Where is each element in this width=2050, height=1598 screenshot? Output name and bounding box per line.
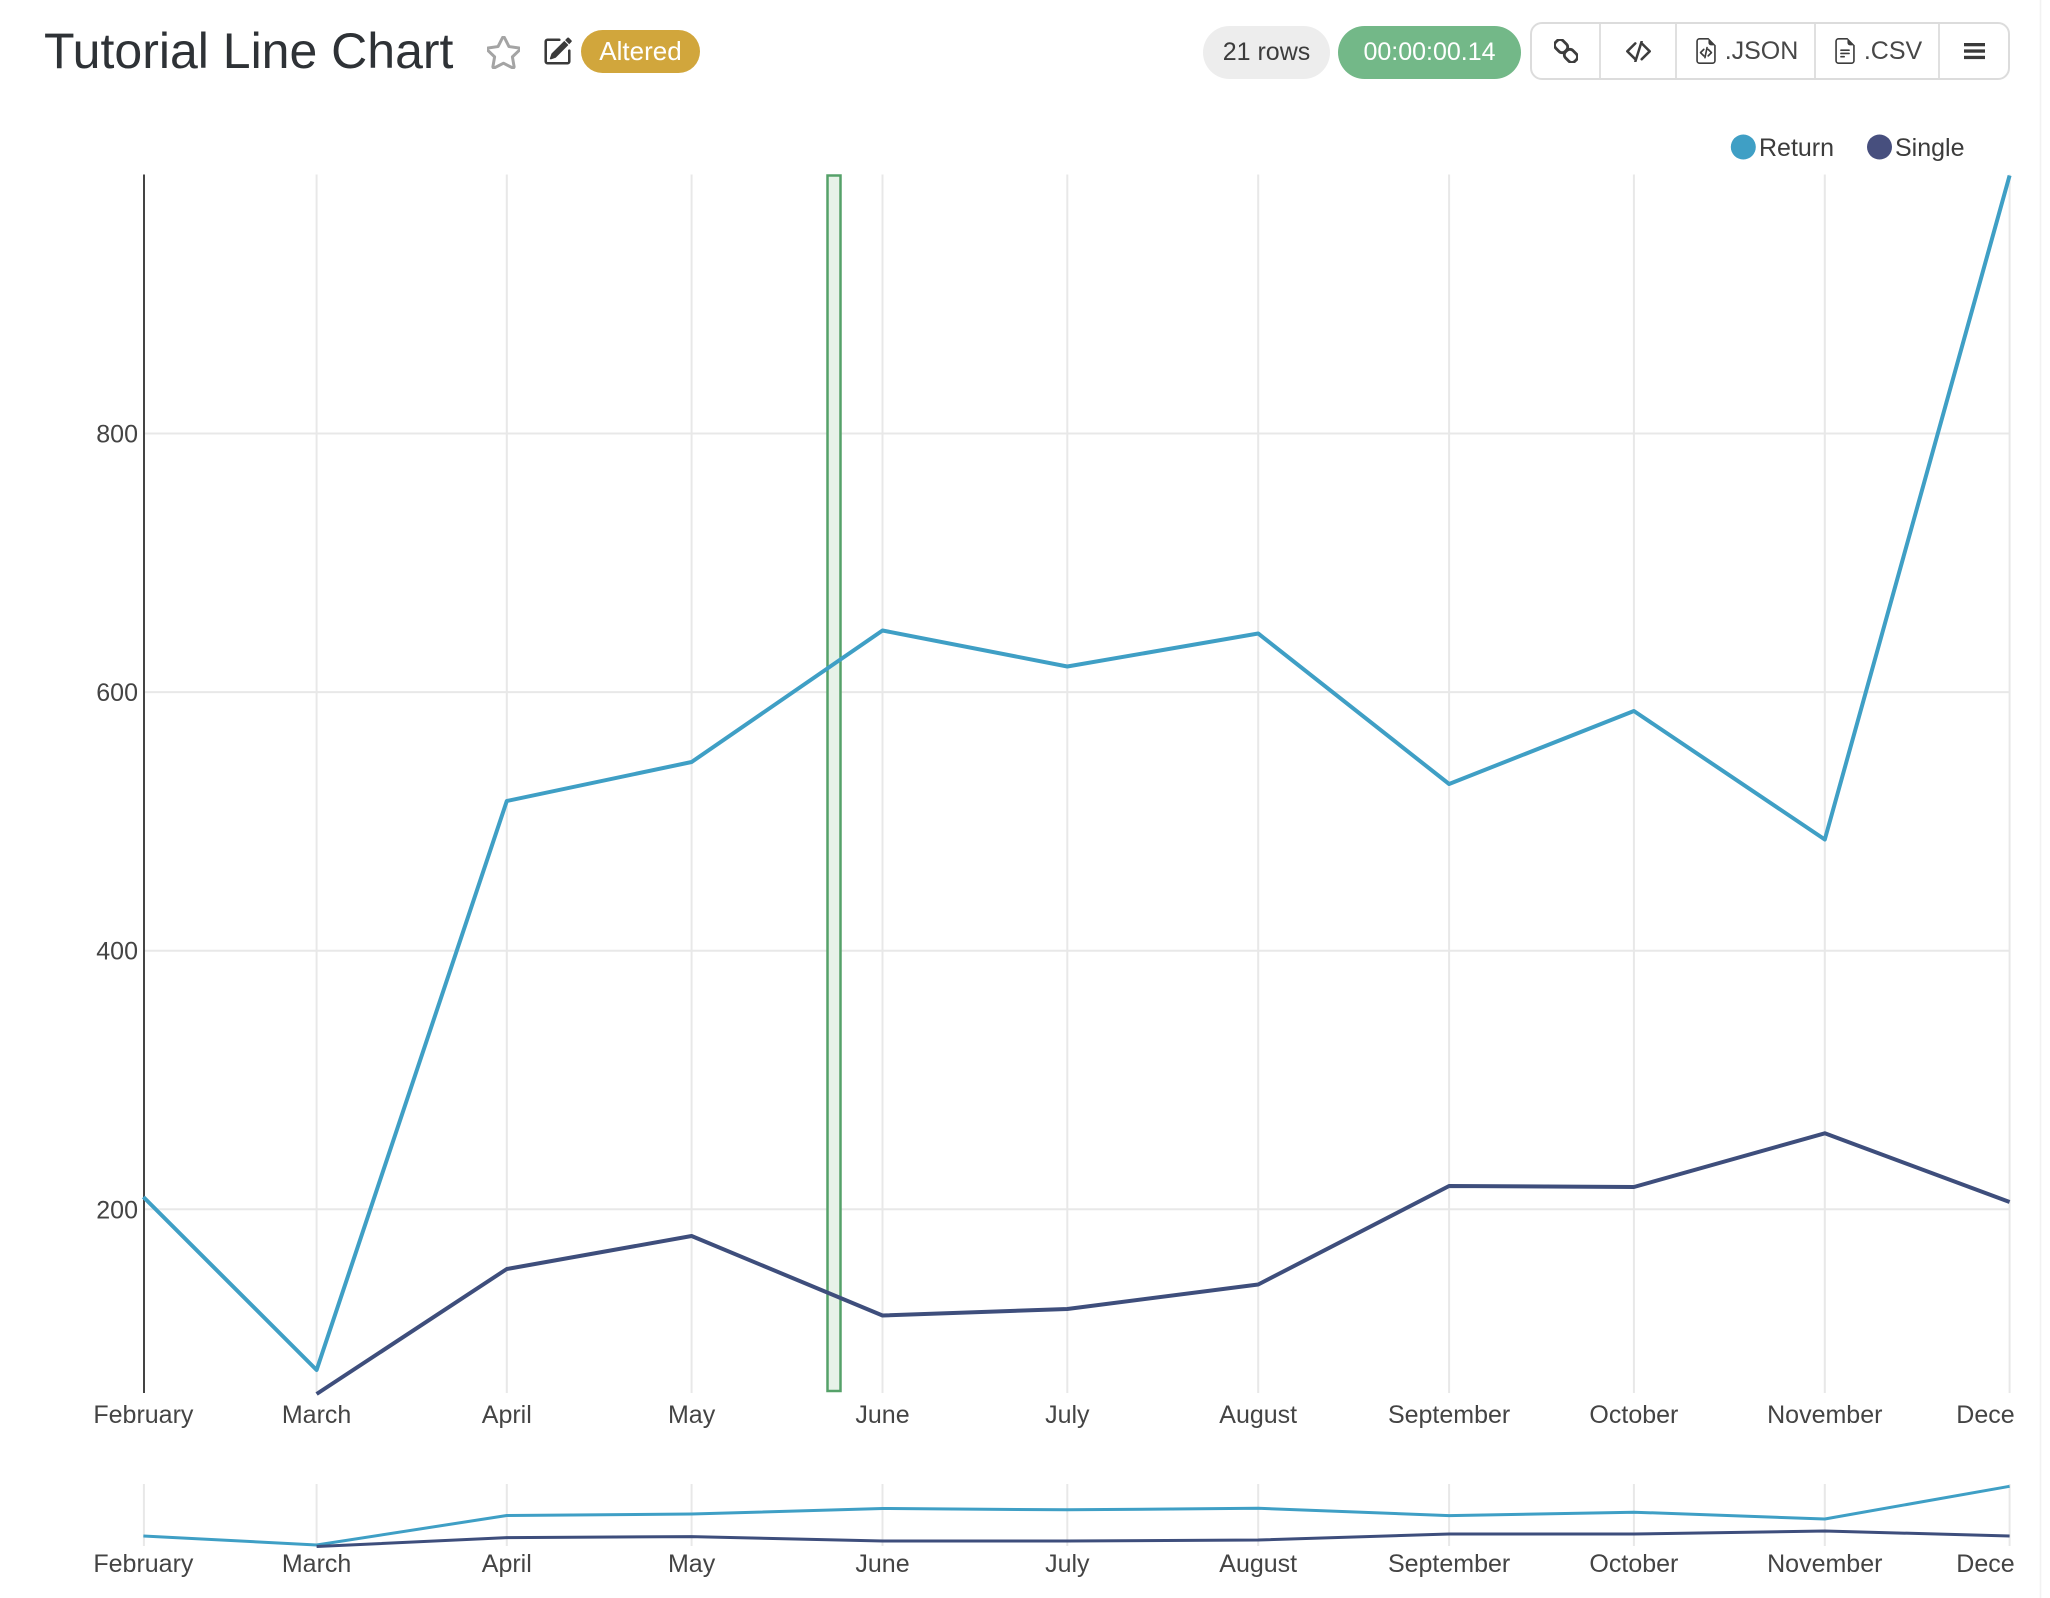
svg-text:September: September — [1388, 1401, 1510, 1429]
svg-text:February: February — [93, 1401, 194, 1429]
svg-text:400: 400 — [96, 938, 138, 966]
svg-text:June: June — [855, 1401, 909, 1429]
svg-text:Dece: Dece — [1956, 1550, 2014, 1578]
svg-text:200: 200 — [96, 1196, 138, 1224]
svg-text:Dece: Dece — [1956, 1401, 2014, 1429]
svg-text:September: September — [1388, 1550, 1510, 1578]
svg-text:July: July — [1045, 1401, 1090, 1429]
svg-text:October: October — [1589, 1550, 1678, 1578]
svg-text:June: June — [855, 1550, 909, 1578]
svg-text:March: March — [282, 1550, 351, 1578]
svg-text:April: April — [482, 1550, 532, 1578]
svg-text:November: November — [1767, 1401, 1882, 1429]
svg-text:July: July — [1045, 1550, 1090, 1578]
svg-text:August: August — [1219, 1550, 1297, 1578]
svg-text:800: 800 — [96, 421, 138, 449]
svg-text:October: October — [1589, 1401, 1678, 1429]
svg-text:May: May — [668, 1401, 716, 1429]
svg-text:Single: Single — [1895, 134, 1965, 162]
svg-text:April: April — [482, 1401, 532, 1429]
svg-text:February: February — [93, 1550, 194, 1578]
svg-text:May: May — [668, 1550, 716, 1578]
svg-text:August: August — [1219, 1401, 1297, 1429]
svg-text:600: 600 — [96, 679, 138, 707]
svg-text:Return: Return — [1759, 134, 1834, 162]
svg-text:March: March — [282, 1401, 351, 1429]
svg-text:November: November — [1767, 1550, 1882, 1578]
